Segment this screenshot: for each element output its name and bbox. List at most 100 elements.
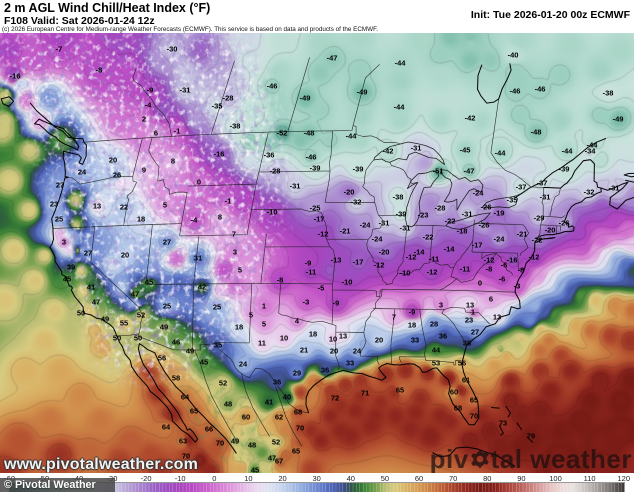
station-value: 56 xyxy=(158,354,166,363)
station-value: 11 xyxy=(258,339,266,348)
station-value: 24 xyxy=(353,347,362,356)
station-value: -48 xyxy=(531,128,542,137)
colorbar-tick: 20 xyxy=(278,473,287,483)
station-value: -6 xyxy=(499,275,506,284)
station-value: 21 xyxy=(300,346,308,355)
station-value: -17 xyxy=(353,258,364,267)
station-value: 64 xyxy=(181,393,190,402)
station-value: 48 xyxy=(224,400,232,409)
station-value: 45 xyxy=(200,358,208,367)
station-value: -20 xyxy=(545,226,556,235)
station-value: -12 xyxy=(406,253,417,262)
station-value: 46 xyxy=(172,338,180,347)
colorbar-tick: 90 xyxy=(517,473,526,483)
station-value: -38 xyxy=(603,89,614,98)
station-value: 13 xyxy=(93,202,101,211)
station-value: -31 xyxy=(180,86,191,95)
station-value: -10 xyxy=(400,269,411,278)
brand-text-pre: piv xyxy=(429,444,469,474)
station-value: 65 xyxy=(396,386,404,395)
station-value: 20 xyxy=(121,251,129,260)
station-value: 0 xyxy=(197,178,201,187)
station-value: 3 xyxy=(439,301,443,310)
station-value: -12 xyxy=(529,253,540,262)
station-value: 4 xyxy=(295,317,300,326)
station-value: -31 xyxy=(379,219,390,228)
station-value: 18 xyxy=(309,330,317,339)
station-value: -29 xyxy=(534,214,545,223)
station-value: 20 xyxy=(109,156,117,165)
station-value: -49 xyxy=(357,88,368,97)
station-value: 3 xyxy=(233,248,237,257)
station-value: 25 xyxy=(163,302,171,311)
station-value: -7 xyxy=(56,45,63,54)
station-value: 24 xyxy=(78,168,87,177)
station-value: -22 xyxy=(445,217,456,226)
station-value: -47 xyxy=(464,167,475,176)
station-value: -11 xyxy=(460,265,470,274)
station-value: -49 xyxy=(613,115,624,124)
station-value: -31 xyxy=(411,144,422,153)
lake-outlines xyxy=(373,141,518,230)
station-value: -24 xyxy=(473,189,485,198)
station-value: 58 xyxy=(172,374,180,383)
station-value: -38 xyxy=(393,193,404,202)
station-value: -9 xyxy=(305,259,312,268)
station-value: -44 xyxy=(562,147,574,156)
station-value: -52 xyxy=(277,129,288,138)
colorbar-tick: 0 xyxy=(212,473,217,483)
caption-badge: © Pivotal Weather xyxy=(0,477,115,492)
station-value: -22 xyxy=(532,236,543,245)
colorbar-tick: 10 xyxy=(244,473,253,483)
station-value: -39 xyxy=(310,164,321,173)
station-value: -44 xyxy=(495,149,507,158)
station-value: -20 xyxy=(344,188,355,197)
station-value: -9 xyxy=(147,86,154,95)
station-value: 27 xyxy=(84,249,92,258)
station-value: 45 xyxy=(63,275,71,284)
station-value: 72 xyxy=(331,394,339,403)
station-value: -8 xyxy=(277,276,284,285)
station-value: 23 xyxy=(465,316,473,325)
station-value: 13 xyxy=(339,332,347,341)
station-value: -31 xyxy=(462,210,473,219)
station-value: 3 xyxy=(62,238,66,247)
station-value: 24 xyxy=(239,360,248,369)
station-value: 25 xyxy=(213,303,221,312)
station-value: 7 xyxy=(392,313,396,322)
station-value: -12 xyxy=(427,268,438,277)
station-value: -3 xyxy=(514,282,521,291)
station-value: 27 xyxy=(471,328,479,337)
station-value: -46 xyxy=(267,82,278,91)
station-value: -17 xyxy=(314,215,325,224)
station-value: -47 xyxy=(327,54,338,63)
station-value: -30 xyxy=(167,45,178,54)
station-value: -26 xyxy=(559,219,570,228)
station-value: 2 xyxy=(142,115,146,124)
station-value: -35 xyxy=(212,102,223,111)
station-value: -20 xyxy=(379,248,390,257)
lake-outline-lines xyxy=(373,141,518,230)
station-value: 52 xyxy=(137,311,145,320)
station-value: 65 xyxy=(292,447,300,456)
station-value: -11 xyxy=(429,255,439,264)
map-overlay: -7-16-8-30-9 -31-42-35-286 -1-38-49-46-52-… xyxy=(0,33,634,473)
station-value: 31 xyxy=(194,254,202,263)
valid-time-label: F108 Valid: Sat 2026-01-24 12z xyxy=(4,15,155,27)
station-value: 23 xyxy=(50,200,58,209)
station-value: -12 xyxy=(484,256,495,265)
init-time-label: Init: Tue 2026-01-20 00z ECMWF xyxy=(470,9,630,21)
station-value: 6 xyxy=(154,129,158,138)
station-value: 68 xyxy=(294,408,302,417)
station-value: 71 xyxy=(361,389,369,398)
station-value: 49 xyxy=(160,323,168,332)
station-value: 68 xyxy=(454,404,462,413)
station-value: -28 xyxy=(270,167,281,176)
coastlines xyxy=(0,63,634,467)
station-value: 42 xyxy=(198,283,206,292)
station-value: -32 xyxy=(351,198,362,207)
station-value: 0 xyxy=(478,279,482,288)
station-value: -1 xyxy=(225,197,232,206)
station-value: 47 xyxy=(268,454,276,463)
station-value: 49 xyxy=(231,437,239,446)
